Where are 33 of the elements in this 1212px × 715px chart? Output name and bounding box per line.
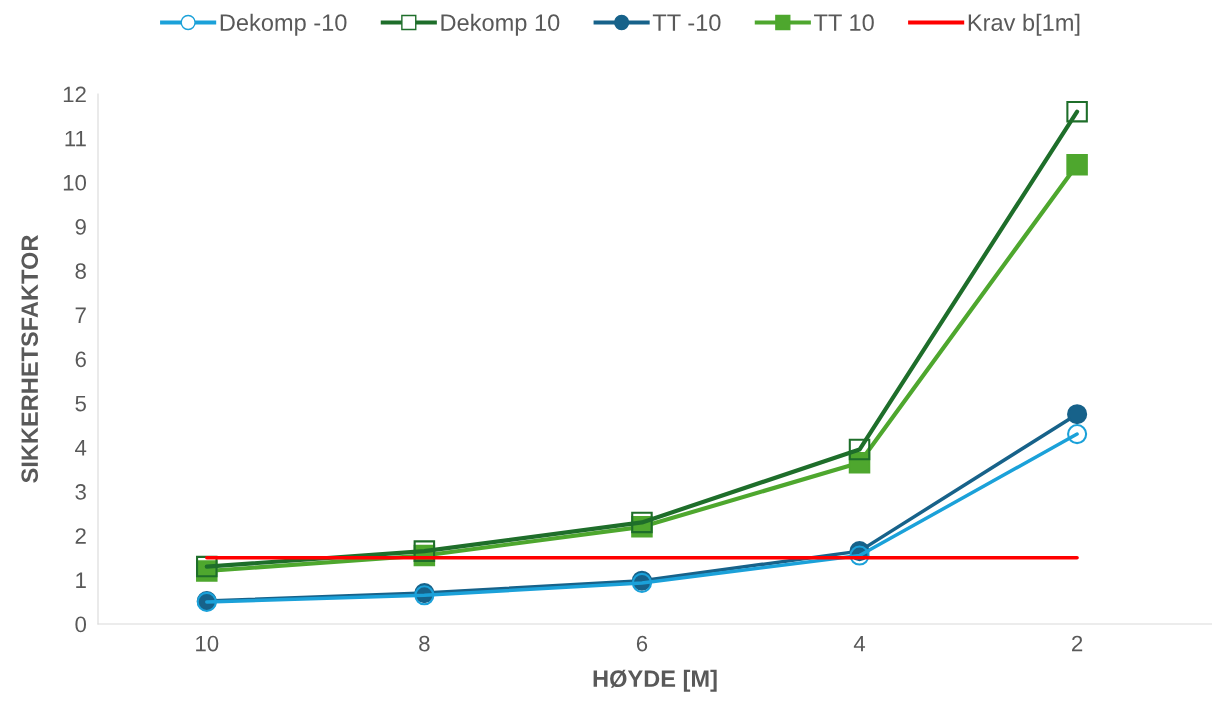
point	[1066, 100, 1088, 123]
y-tick-label: 6	[75, 351, 86, 368]
point	[196, 555, 218, 578]
y-tick-label: 8	[75, 263, 86, 279]
y-axis-title: SIKKERHETSFAKTOR	[21, 235, 39, 483]
point	[631, 511, 653, 534]
y-tick-label: 2	[75, 528, 86, 544]
legend-label: Krav b[1m]	[968, 13, 1080, 36]
point	[1066, 153, 1088, 176]
legend-label: TT -10	[652, 14, 721, 31]
x-tick-label: 10	[196, 635, 219, 652]
point	[848, 438, 871, 461]
y-tick-label: 10	[63, 174, 87, 191]
x-tick-label: 8	[419, 635, 430, 652]
y-tick-label: 1	[76, 572, 86, 588]
y-tick-label: 7	[75, 307, 86, 323]
y-tick-label: 3	[75, 484, 86, 500]
point	[413, 540, 436, 562]
legend-label: Dekomp -10	[220, 13, 347, 36]
y-tick-label: 11	[65, 130, 86, 147]
legend-label: Dekomp 10	[441, 13, 560, 36]
y-tick-label: 4	[75, 440, 87, 456]
x-axis-title: HØYDE [M]	[593, 669, 717, 692]
x-tick-label: 4	[853, 635, 866, 652]
y-tick-label: 5	[75, 395, 86, 412]
y-tick-label: 0	[75, 616, 87, 633]
x-tick-label: 6	[636, 635, 648, 652]
point	[1067, 404, 1088, 425]
point	[1067, 424, 1088, 445]
x-tick-label: 2	[1072, 635, 1083, 652]
y-tick-label: 12	[63, 86, 86, 103]
y-tick-label: 9	[75, 219, 86, 235]
legend-label: TT 10	[814, 14, 874, 31]
